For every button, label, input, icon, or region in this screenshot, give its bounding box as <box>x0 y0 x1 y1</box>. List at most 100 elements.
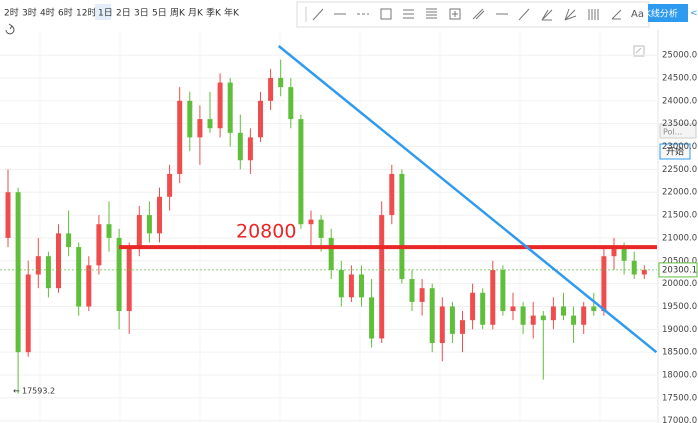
candle-body <box>520 306 526 325</box>
draw-tools <box>305 7 622 22</box>
candle-body <box>429 288 435 344</box>
share-icon[interactable]: < <box>690 9 698 19</box>
y-tick-label: 24000.0 <box>662 96 697 106</box>
period-button[interactable]: 1日 <box>98 8 113 19</box>
candle-body <box>96 224 102 266</box>
candle-body <box>379 215 385 339</box>
fullscreen-icon[interactable] <box>633 45 645 57</box>
candle-body <box>591 306 597 312</box>
start-button-bg[interactable] <box>659 143 691 160</box>
tool-cycle[interactable] <box>588 9 599 20</box>
y-tick-label: 21500.0 <box>662 211 697 221</box>
period-button[interactable]: 季K <box>206 7 222 19</box>
candle-body <box>621 247 627 261</box>
tool-parallel[interactable] <box>472 8 485 20</box>
candle-body <box>328 237 334 270</box>
candle-body <box>369 297 375 339</box>
candle-body <box>76 247 82 307</box>
candle-body <box>45 256 51 289</box>
period-button[interactable]: 4时 <box>40 7 55 19</box>
start-button[interactable]: 开始 <box>666 146 684 158</box>
y-tick-label: 20000.0 <box>662 279 697 289</box>
candle-body <box>308 219 314 225</box>
candle-body <box>5 192 11 238</box>
horizontal-line-label: 20800 <box>236 221 296 243</box>
candle-body <box>25 274 31 353</box>
tool-fan[interactable] <box>541 9 553 21</box>
candle-body <box>278 77 284 88</box>
draw-toolbar <box>296 1 650 28</box>
y-tick-label: 24500.0 <box>662 73 697 83</box>
period-button[interactable]: 5日 <box>152 8 167 19</box>
low-arrow: ← <box>13 387 20 396</box>
tool-fib[interactable] <box>426 8 437 19</box>
candle-body <box>106 224 112 238</box>
candle-body <box>66 233 72 248</box>
period-button[interactable]: 周K <box>170 8 186 19</box>
y-tick-label: 21000.0 <box>662 233 697 243</box>
y-tick-label: 25000.0 <box>662 51 697 61</box>
candle-body <box>571 315 577 325</box>
candle-body <box>207 119 213 129</box>
candle-body <box>167 173 173 197</box>
y-tick-label: 22500.0 <box>662 165 697 175</box>
price-label: 20300.1 <box>662 265 697 275</box>
candle-body <box>561 306 566 316</box>
period-button[interactable]: 3时 <box>22 7 37 19</box>
period-button[interactable]: 年K <box>224 7 240 19</box>
period-button[interactable]: 6时 <box>58 7 73 19</box>
y-tick-label: 17500.0 <box>662 393 697 403</box>
y-tick-label: 20500.0 <box>662 256 697 266</box>
tool-text[interactable]: Aa <box>631 9 644 20</box>
candle-body <box>449 306 455 334</box>
candle-body <box>409 279 415 302</box>
candle-body <box>56 233 61 289</box>
trendline <box>277 45 658 354</box>
candle-body <box>217 82 223 129</box>
y-tick-label: 22000.0 <box>662 188 697 198</box>
reset-icon[interactable] <box>5 23 15 35</box>
candle-body <box>601 256 607 312</box>
y-tick-label: 23000.0 <box>662 142 697 152</box>
y-tick-label: 19500.0 <box>662 302 697 312</box>
candle-body <box>581 306 587 325</box>
tool-channel[interactable] <box>403 9 414 19</box>
analysis-button[interactable]: K线分析 <box>645 8 678 20</box>
candle-body <box>510 306 516 312</box>
tool-rect[interactable] <box>380 8 392 20</box>
candle-body <box>258 100 263 138</box>
low-label: 17593.2 <box>22 387 55 396</box>
period-button[interactable]: 3日 <box>134 8 149 19</box>
indicator-box[interactable] <box>659 123 697 139</box>
candle-body <box>318 219 324 238</box>
tool-box[interactable] <box>449 8 461 20</box>
tool-line[interactable] <box>312 8 324 21</box>
period-button[interactable]: 2日 <box>116 8 131 19</box>
indicator-label: Pol... <box>663 128 682 137</box>
candle-body <box>187 100 193 138</box>
candle-body <box>460 320 465 334</box>
tool-trend[interactable] <box>518 8 530 21</box>
tool-pen[interactable] <box>611 9 622 20</box>
candle-body <box>389 173 395 216</box>
candle-body <box>641 269 647 275</box>
price-box <box>658 262 698 278</box>
candle-body <box>439 306 445 344</box>
period-button[interactable]: 2时 <box>4 7 19 19</box>
tool-gann[interactable] <box>564 8 577 21</box>
candle-body <box>136 215 142 248</box>
candle-body <box>268 77 274 101</box>
y-tick-label: 19000.0 <box>662 325 697 335</box>
candle-body <box>530 315 536 325</box>
y-tick-label: 18500.0 <box>662 348 697 358</box>
period-button[interactable]: 12时 <box>76 7 96 19</box>
y-tick-label: 23500.0 <box>662 119 697 129</box>
y-tick-label: 17000.0 <box>662 416 697 423</box>
period-button[interactable]: 月K <box>188 8 204 19</box>
candle-body <box>550 306 556 321</box>
candle-body <box>126 247 132 312</box>
candle-body <box>399 173 405 280</box>
tool-box-plus[interactable] <box>452 11 458 17</box>
analysis-button-bg[interactable] <box>648 4 688 22</box>
